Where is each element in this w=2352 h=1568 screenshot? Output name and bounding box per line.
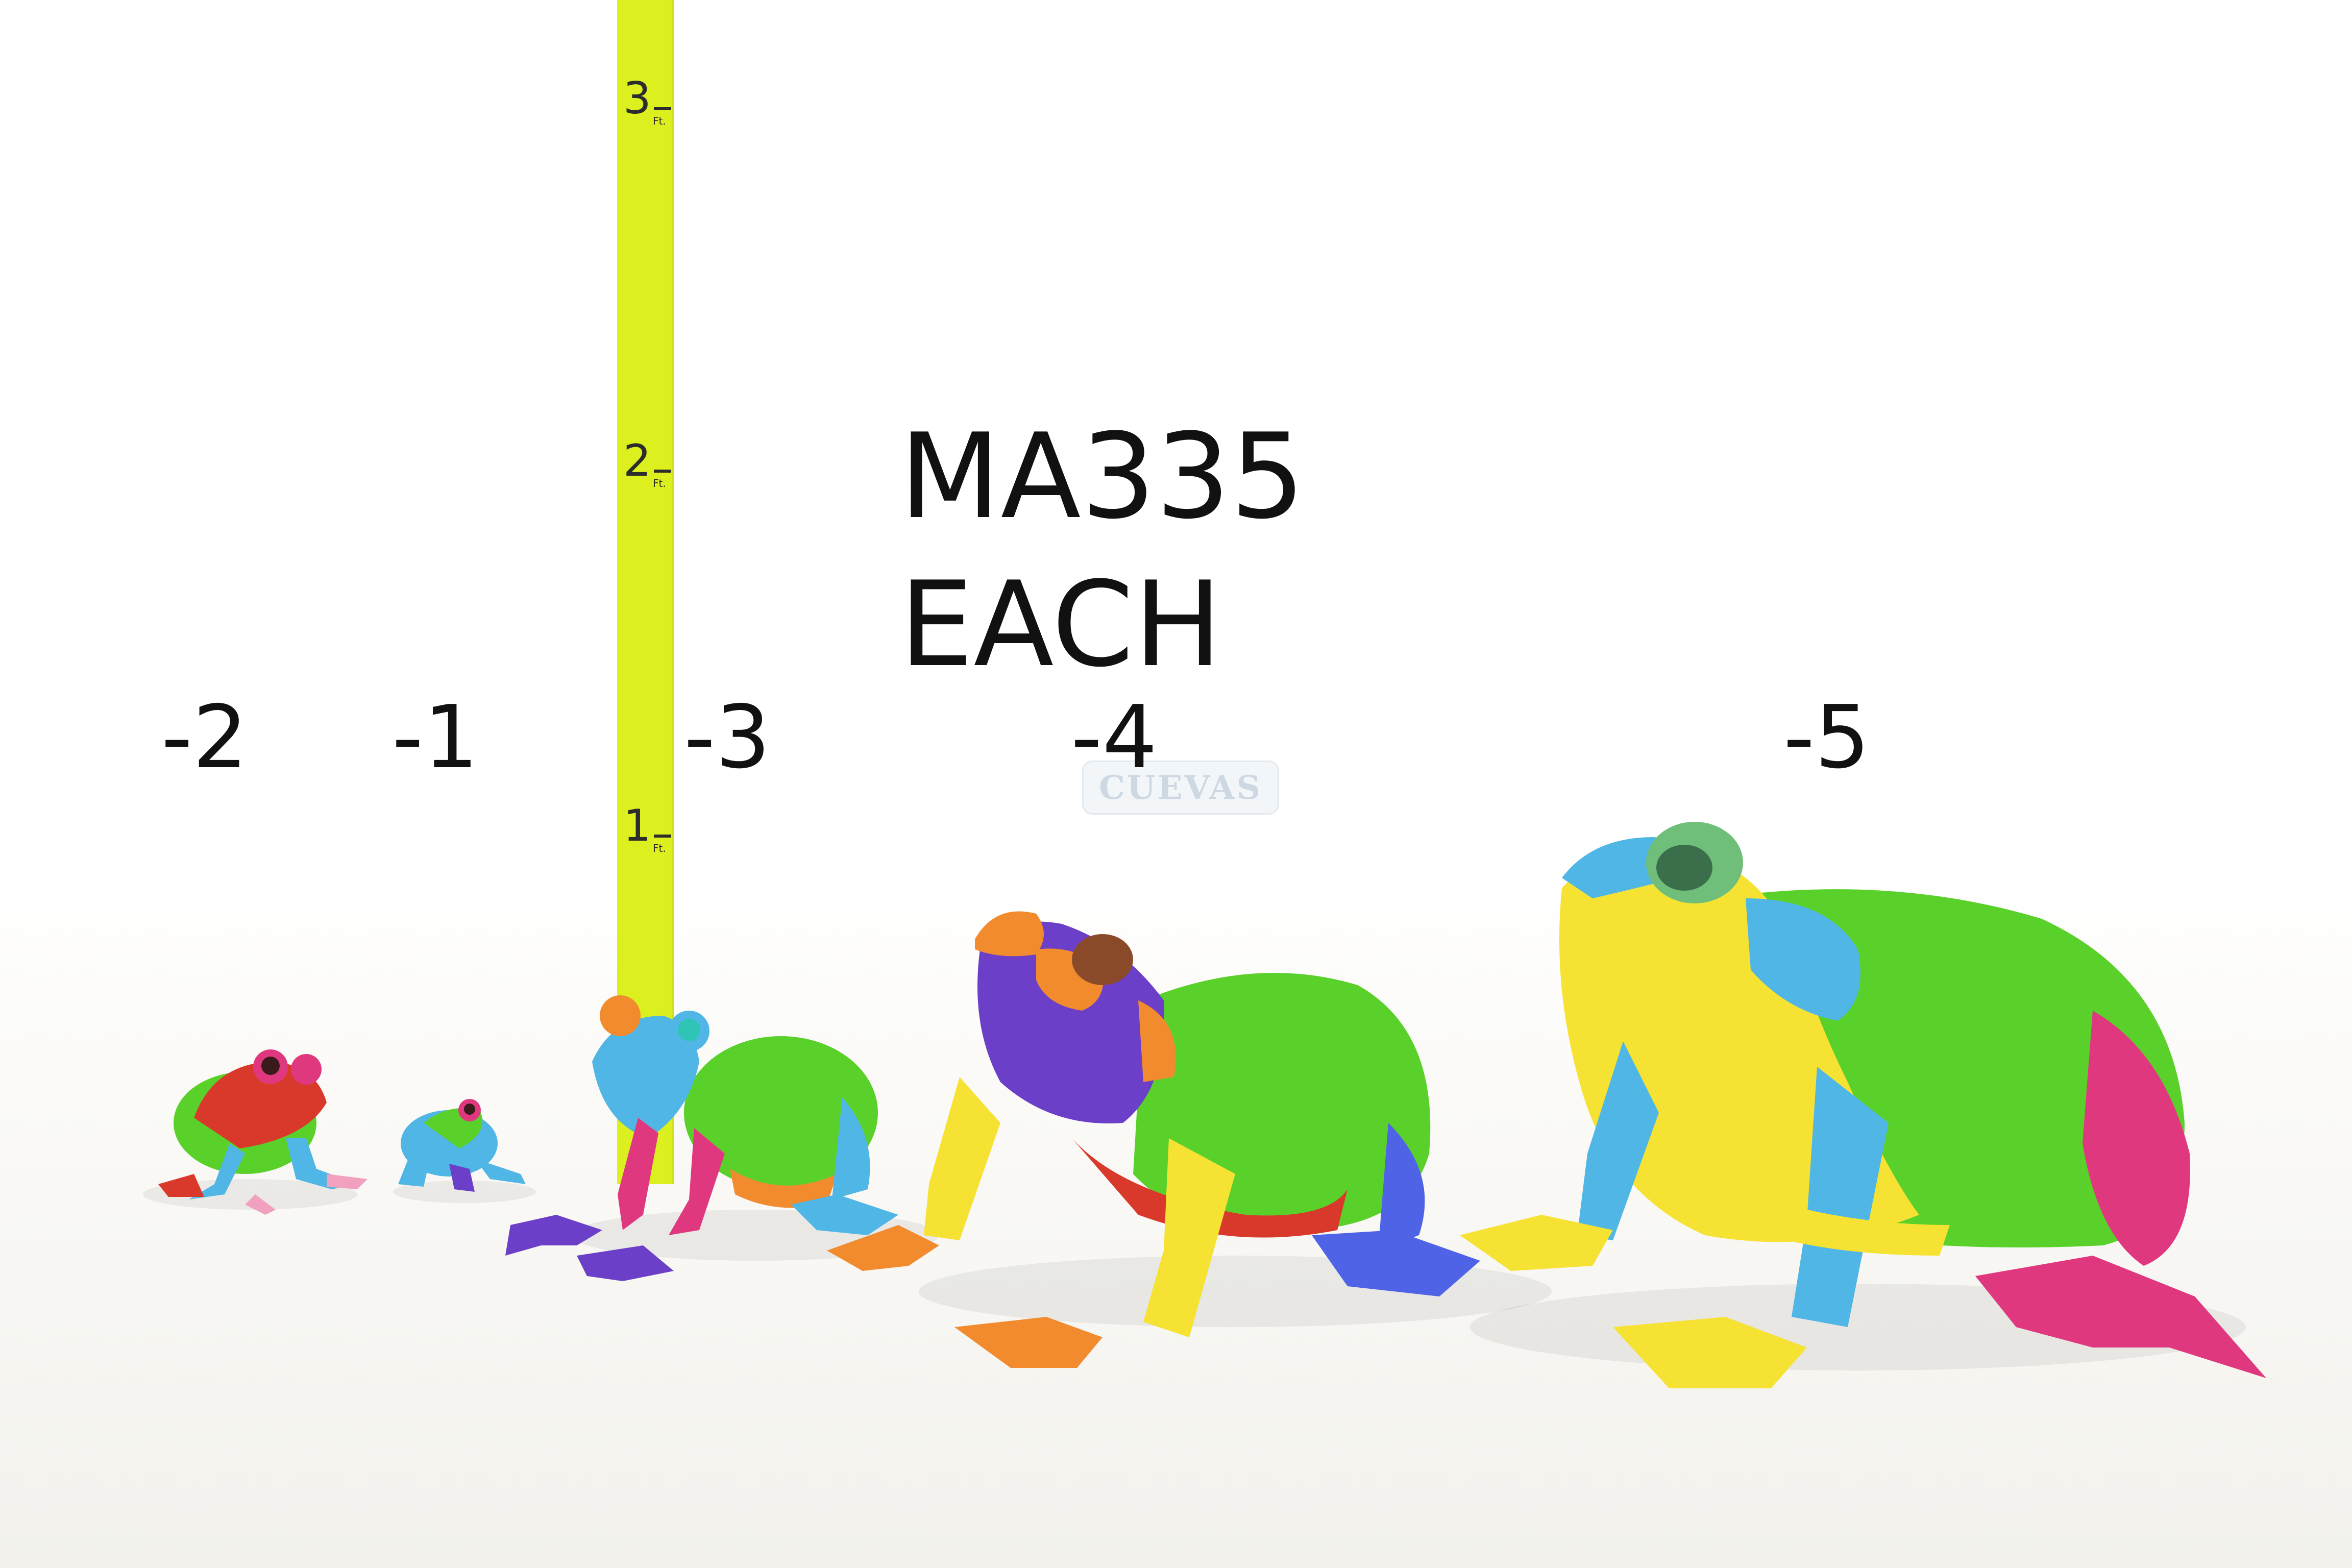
- pricing-note: EACH: [899, 557, 1222, 693]
- watermark-logo: CUEVAS: [1082, 761, 1279, 815]
- ruler-number: 3: [623, 73, 651, 124]
- ruler-number: 1: [623, 800, 651, 851]
- frog-size-5: [1460, 822, 2266, 1388]
- size-label-4: -4: [1071, 687, 1158, 788]
- ruler-unit: Ft.: [653, 115, 666, 127]
- size-label-1: -1: [392, 687, 479, 788]
- size-label-3: -3: [684, 687, 771, 788]
- product-code: MA335: [899, 409, 1305, 545]
- product-code-block: MA335 EACH: [899, 403, 1305, 699]
- measuring-ruler: 3 Ft. 2 Ft. 1 Ft.: [617, 0, 674, 1184]
- ruler-unit: Ft.: [653, 477, 666, 489]
- ruler-unit: Ft.: [653, 842, 666, 854]
- frog-size-1: [398, 1099, 526, 1192]
- ruler-tick: [654, 835, 671, 838]
- frog-size-3: [505, 995, 898, 1281]
- size-label-2: -2: [161, 687, 248, 788]
- ruler-tick: [654, 470, 671, 473]
- ruler-number: 2: [623, 435, 651, 486]
- ruler-tick: [654, 107, 671, 110]
- watermark-text: CUEVAS: [1098, 768, 1263, 807]
- frog-size-4: [827, 911, 1480, 1368]
- frog-size-2: [158, 1049, 368, 1215]
- size-label-5: -5: [1783, 687, 1870, 788]
